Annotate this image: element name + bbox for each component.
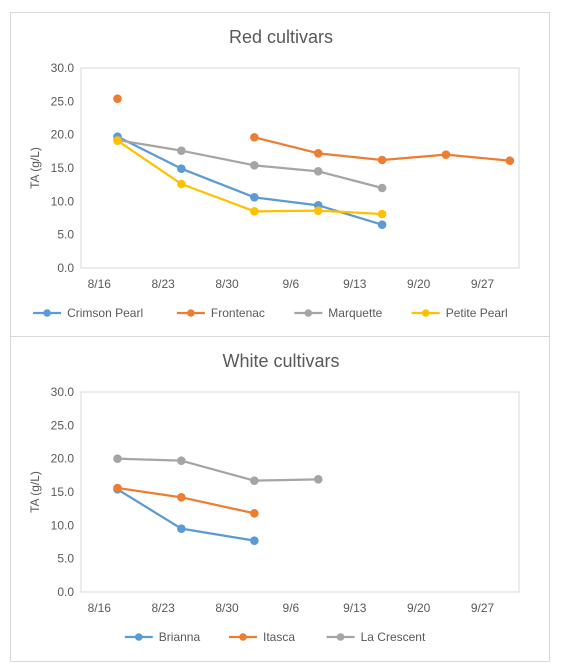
x-tick-label: 9/13	[343, 601, 367, 615]
series-line-la-crescent	[117, 457, 319, 482]
data-point	[377, 220, 387, 229]
y-tick-label: 25.0	[51, 418, 75, 432]
data-point	[113, 136, 122, 145]
data-point	[177, 164, 186, 173]
legend-swatch-marker	[135, 633, 143, 641]
data-point	[177, 524, 186, 533]
data-point	[177, 146, 186, 155]
data-point	[113, 483, 122, 493]
legend-label: Petite Pearl	[446, 306, 508, 320]
data-point	[250, 161, 259, 170]
series-line-marquette	[117, 138, 383, 190]
red-cultivars-chart: Red cultivars 0.0 5.0 10.0 15.0 20.0 25.0 30.0 8…	[10, 12, 550, 338]
data-point	[441, 150, 451, 159]
plot-area	[80, 391, 520, 593]
data-point	[250, 509, 259, 518]
legend-label: Marquette	[328, 306, 382, 320]
data-point	[113, 94, 122, 103]
legend-swatch-marker	[304, 309, 313, 317]
y-tick-label: 5.0	[57, 228, 74, 242]
x-tick-label: 8/30	[215, 277, 239, 291]
y-tick-label: 20.0	[51, 128, 75, 142]
chart-svg: Red cultivars 0.0 5.0 10.0 15.0 20.0 25.0 30.0 8…	[28, 27, 520, 320]
legend-label: Itasca	[263, 630, 295, 644]
y-tick-label: 25.0	[51, 94, 75, 108]
legend-swatch-marker	[336, 633, 345, 641]
x-tick-label: 8/16	[88, 277, 112, 291]
data-point	[377, 155, 387, 165]
chart-title: White cultivars	[222, 351, 339, 371]
y-tick-label: 15.0	[51, 485, 75, 499]
data-point	[177, 493, 186, 502]
y-tick-label: 15.0	[51, 161, 75, 175]
data-point	[250, 207, 259, 216]
legend-item: Itasca	[229, 630, 295, 644]
y-tick-label: 10.0	[51, 194, 75, 208]
x-tick-label: 9/13	[343, 277, 367, 291]
x-tick-label: 9/27	[471, 601, 495, 615]
chart-title: Red cultivars	[229, 27, 333, 47]
y-tick-label: 30.0	[51, 385, 75, 399]
x-tick-label: 9/6	[283, 601, 300, 615]
x-tick-label: 8/23	[151, 277, 175, 291]
white-cultivars-chart: White cultivars 0.0 5.0 10.0 15.0 20.0 25.0 30.…	[10, 336, 550, 662]
legend-label: Frontenac	[211, 306, 265, 320]
x-tick-label: 9/27	[471, 277, 495, 291]
legend-swatch-marker	[187, 309, 195, 317]
legend-item: Crimson Pearl	[33, 306, 143, 320]
y-tick-label: 0.0	[57, 585, 74, 599]
legend-item: Marquette	[294, 306, 383, 320]
x-tick-label: 8/23	[151, 601, 175, 615]
series-line-brianna	[116, 488, 255, 542]
data-point	[113, 454, 122, 463]
data-point	[377, 209, 387, 219]
data-point	[377, 183, 387, 193]
data-point	[313, 475, 323, 484]
data-point	[505, 156, 515, 165]
legend-item: Petite Pearl	[411, 306, 508, 320]
y-tick-label: 10.0	[51, 518, 75, 532]
y-tick-label: 20.0	[51, 452, 75, 466]
data-point	[313, 167, 323, 176]
y-tick-label: 30.0	[51, 61, 75, 75]
y-tick-label: 5.0	[57, 552, 74, 566]
data-point	[250, 193, 259, 202]
x-tick-label: 9/6	[283, 277, 300, 291]
x-tick-label: 8/16	[88, 601, 112, 615]
data-point	[177, 179, 186, 189]
x-tick-label: 9/20	[407, 601, 431, 615]
legend-item: La Crescent	[326, 630, 426, 644]
legend-label: Brianna	[159, 630, 201, 644]
y-axis-label: TA (g/L)	[28, 147, 42, 189]
data-point	[250, 536, 259, 545]
legend-item: Frontenac	[176, 306, 265, 320]
chart-svg: White cultivars 0.0 5.0 10.0 15.0 20.0 25.0 30.…	[28, 351, 520, 644]
x-tick-label: 9/20	[407, 277, 431, 291]
data-point	[313, 149, 323, 158]
x-tick-label: 8/30	[215, 601, 239, 615]
data-point	[313, 206, 323, 215]
legend-item: Brianna	[124, 630, 201, 644]
data-point	[250, 133, 259, 142]
y-tick-label: 0.0	[57, 261, 74, 275]
plot-area	[80, 67, 520, 269]
data-point	[177, 456, 186, 465]
legend-swatch-marker	[421, 309, 430, 317]
data-point	[250, 476, 259, 485]
legend-label: Crimson Pearl	[67, 306, 143, 320]
y-axis-label: TA (g/L)	[28, 471, 42, 513]
legend-swatch-marker	[239, 633, 247, 641]
legend-swatch-marker	[43, 309, 51, 317]
legend-label: La Crescent	[361, 630, 426, 644]
